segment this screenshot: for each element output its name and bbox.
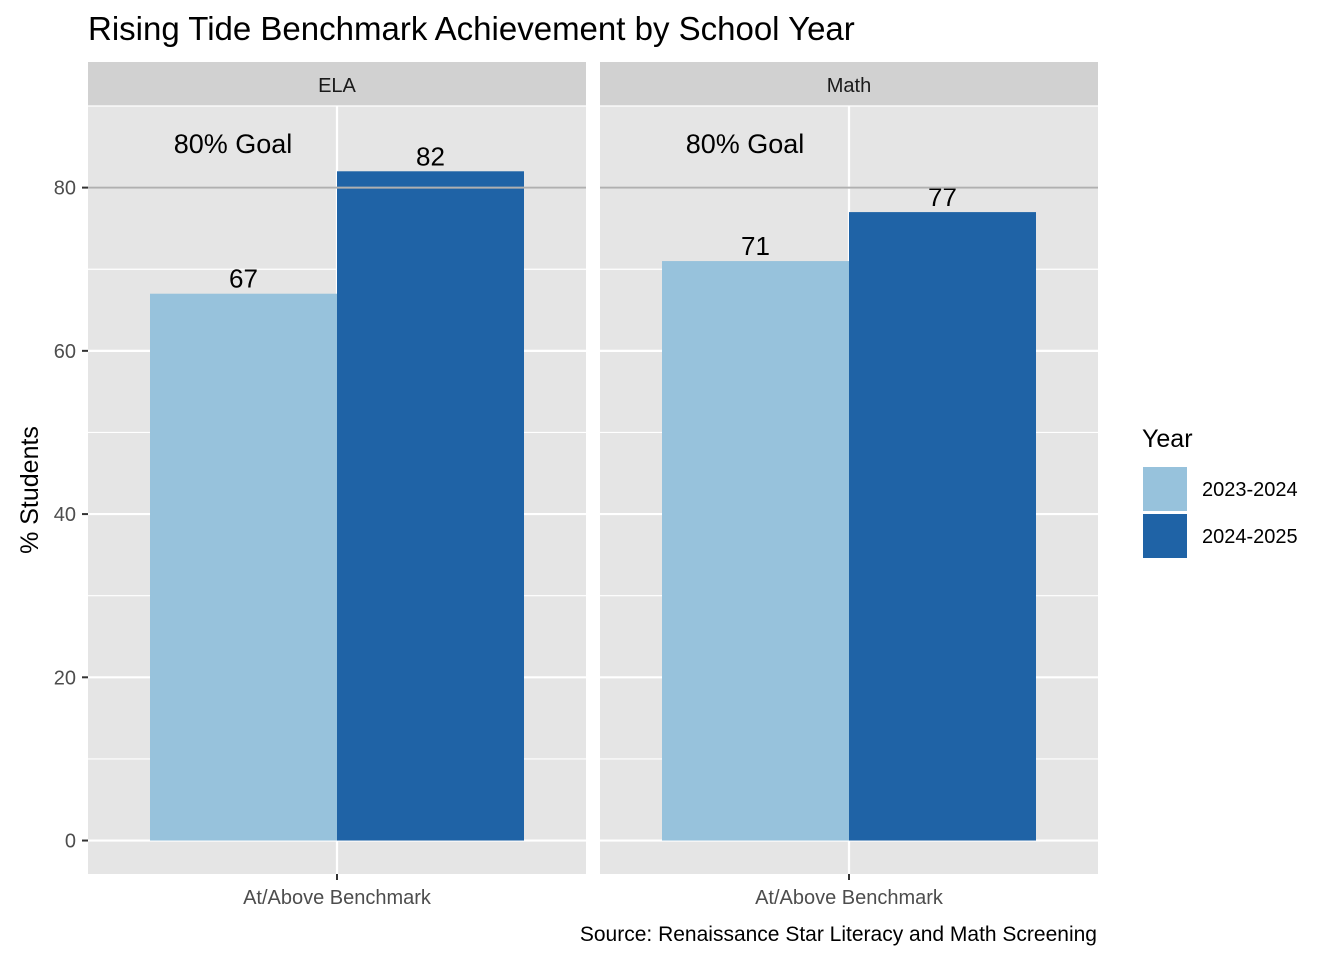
y-tick-label: 80 xyxy=(54,178,76,200)
bar-value-label: 77 xyxy=(928,182,957,212)
x-tick-label: At/Above Benchmark xyxy=(755,887,944,909)
chart-title: Rising Tide Benchmark Achievement by Sch… xyxy=(88,10,855,47)
y-axis-label: % Students xyxy=(16,426,44,554)
facet-strip xyxy=(600,62,1098,106)
legend-swatch xyxy=(1141,465,1189,513)
bar-value-label: 67 xyxy=(229,264,258,294)
facet-panel-ela: ELA 67 82 80% Goal At/Above Benchmark xyxy=(88,62,586,909)
facet-panels: 0 20 40 60 80 ELA 67 82 80% Goal At/Above Benchma… xyxy=(54,62,1098,909)
bar-math-2024-2025 xyxy=(849,212,1036,841)
y-tick-label: 60 xyxy=(54,341,76,363)
legend-label: 2023-2024 xyxy=(1202,479,1298,501)
bar-ela-2023-2024 xyxy=(150,293,337,841)
chart-caption: Source: Renaissance Star Literacy and Ma… xyxy=(580,923,1097,946)
legend-swatch xyxy=(1141,512,1189,560)
facet-strip xyxy=(88,62,586,106)
y-tick-label: 40 xyxy=(54,504,76,526)
goal-label: 80% Goal xyxy=(686,129,805,159)
bar-math-2023-2024 xyxy=(662,261,849,841)
legend-label: 2024-2025 xyxy=(1202,526,1298,548)
y-tick-label: 0 xyxy=(65,831,76,853)
y-axis: 0 20 40 60 80 xyxy=(54,178,88,853)
facet-strip-label: ELA xyxy=(318,75,356,97)
y-tick-label: 20 xyxy=(54,667,76,689)
goal-label: 80% Goal xyxy=(174,129,293,159)
legend-title: Year xyxy=(1142,425,1193,453)
bar-ela-2024-2025 xyxy=(337,171,524,841)
facet-panel-math: Math 71 77 80% Goal At/Above Benchmark xyxy=(600,62,1098,909)
x-tick-label: At/Above Benchmark xyxy=(243,887,432,909)
bar-value-label: 71 xyxy=(741,231,770,261)
legend: Year 2023-2024 2024-2025 xyxy=(1141,425,1298,560)
bar-value-label: 82 xyxy=(416,141,445,171)
facet-strip-label: Math xyxy=(827,75,871,97)
